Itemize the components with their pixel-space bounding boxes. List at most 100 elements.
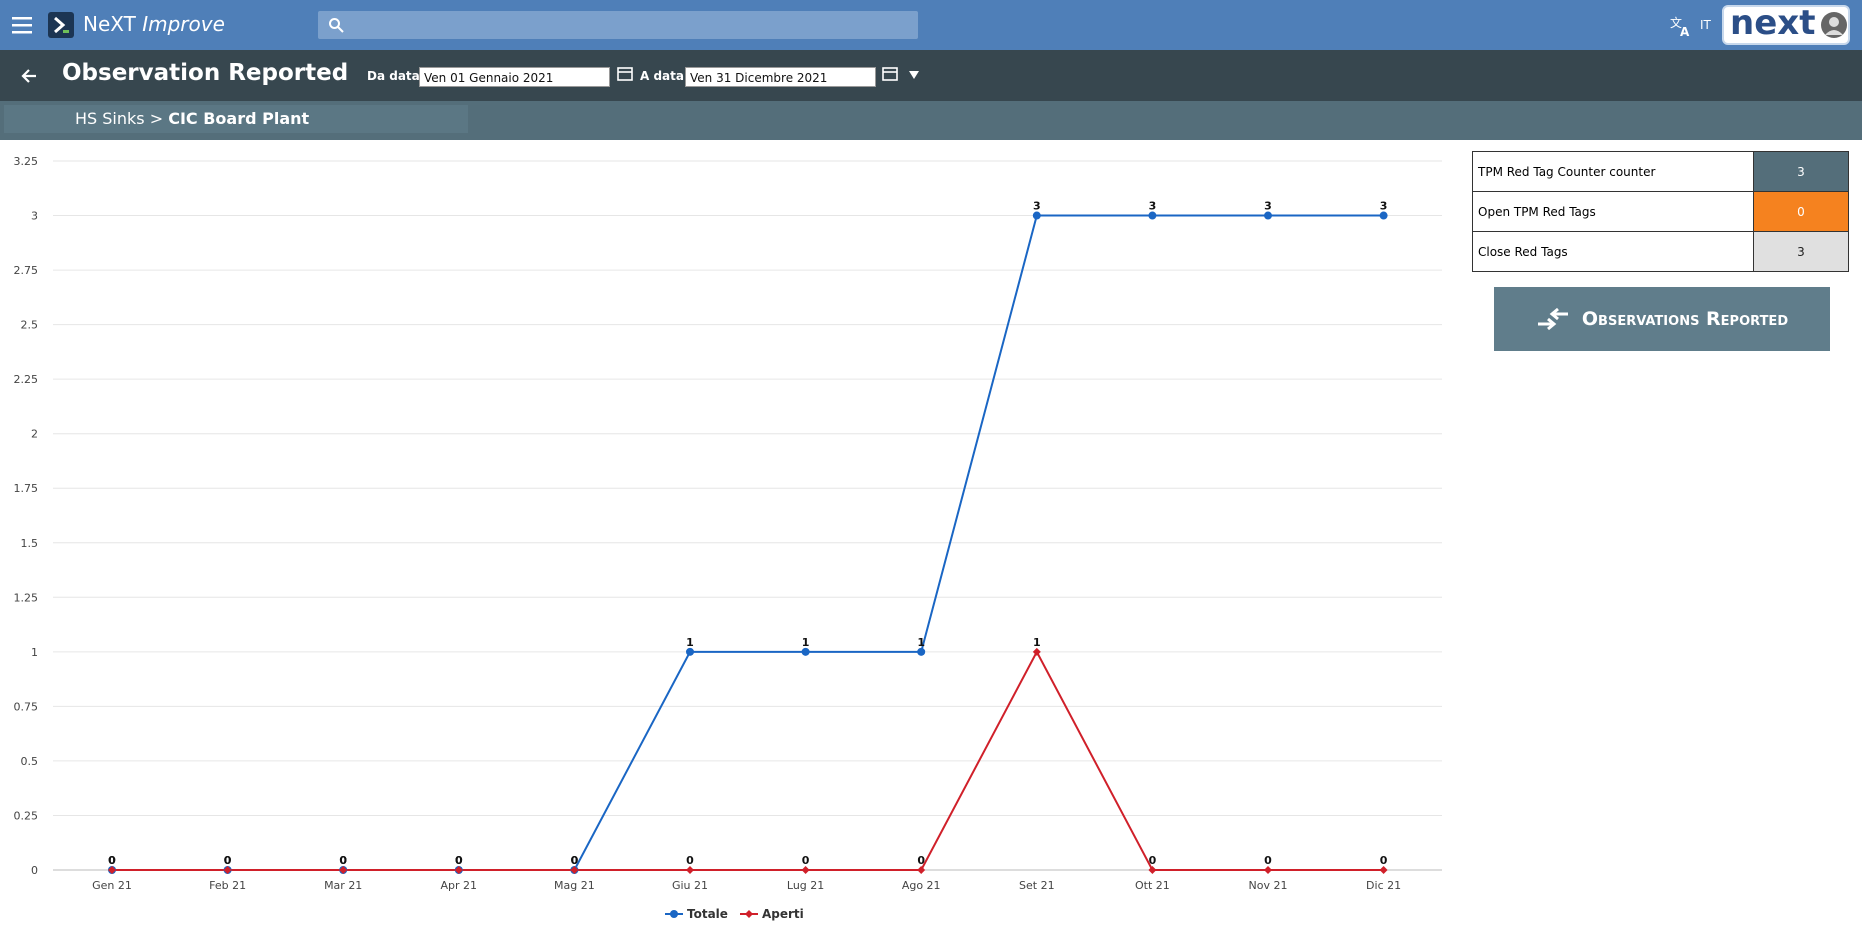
to-date[interactable]: Ven 31 Dicembre 2021 (685, 67, 876, 87)
y-tick-label: 0.5 (21, 755, 39, 768)
data-label: 3 (1033, 200, 1041, 213)
data-label: 0 (1264, 854, 1272, 867)
data-label: 1 (686, 636, 694, 649)
summary-table: TPM Red Tag Counter counter 3 Open TPM Red… (1472, 151, 1849, 272)
series-line (112, 649, 1384, 871)
y-tick-label: 2 (31, 428, 38, 441)
button-label: Observations Reported (1581, 308, 1789, 330)
svg-text:A: A (1680, 25, 1690, 37)
data-label: 0 (802, 854, 810, 867)
dropdown-icon[interactable] (908, 70, 920, 80)
data-label: 3 (1264, 200, 1272, 213)
point (223, 866, 232, 874)
data-label: 0 (224, 854, 232, 867)
y-tick-label: 0.25 (14, 809, 39, 822)
calendar-icon[interactable] (617, 65, 633, 81)
brand-name: NeXT (83, 12, 136, 36)
toolbar: Observation Reported Da data: Ven 01 Gen… (0, 50, 1862, 101)
summary-row: Close Red Tags 3 (1472, 231, 1849, 272)
y-tick-label: 3 (31, 210, 38, 223)
point (801, 866, 810, 874)
swap-icon (1537, 307, 1568, 331)
brand-icon (48, 12, 74, 38)
summary-value: 0 (1753, 191, 1849, 232)
breadcrumb-current: CIC Board Plant (168, 109, 310, 128)
point (339, 866, 348, 874)
data-label: 0 (455, 854, 463, 867)
breadcrumb: HS Sinks > CIC Board Plant (4, 105, 468, 133)
data-label: 3 (1149, 200, 1157, 213)
data-label: 0 (571, 854, 579, 867)
x-tick-label: Dic 21 (1366, 879, 1401, 892)
x-tick-label: Feb 21 (209, 879, 246, 892)
data-label: 0 (1149, 854, 1157, 867)
logo[interactable]: next (1722, 3, 1850, 45)
point (686, 647, 694, 656)
y-tick-label: 1 (31, 646, 38, 659)
avatar (1821, 12, 1847, 38)
point (1148, 866, 1157, 874)
x-tick-label: Lug 21 (787, 879, 824, 892)
data-label: 0 (108, 854, 116, 867)
y-tick-label: 1.25 (14, 591, 39, 604)
svg-text:文: 文 (1670, 15, 1682, 30)
summary-value: 3 (1753, 231, 1849, 272)
data-label: 0 (571, 854, 579, 867)
x-tick-label: Gen 21 (92, 879, 132, 892)
data-label: 0 (1380, 854, 1388, 867)
data-label: 0 (455, 854, 463, 867)
legend-marker (745, 910, 753, 918)
y-tick-label: 0.75 (14, 700, 39, 713)
x-tick-label: Nov 21 (1249, 879, 1288, 892)
y-tick-label: 3.25 (14, 155, 39, 168)
language[interactable]: IT (1700, 18, 1711, 32)
y-tick-label: 2.75 (14, 264, 39, 277)
y-tick-label: 0 (31, 864, 38, 877)
point (917, 866, 926, 874)
back-icon[interactable] (20, 67, 38, 85)
x-tick-label: Set 21 (1019, 879, 1055, 892)
point (1148, 211, 1157, 220)
breadcrumb-parent[interactable]: HS Sinks (75, 109, 145, 128)
summary-label: TPM Red Tag Counter counter (1472, 151, 1754, 192)
point (454, 866, 463, 874)
legend-marker (670, 910, 678, 918)
observations-button[interactable]: Observations Reported (1494, 287, 1830, 351)
point (1032, 211, 1041, 220)
y-tick-label: 1.75 (14, 482, 39, 495)
point (1032, 647, 1041, 656)
menu-icon[interactable] (12, 15, 34, 35)
x-tick-label: Giu 21 (672, 879, 708, 892)
point (801, 647, 810, 656)
chart: 0 0.25 0.5 0.75 1 1.25 1.5 1.75 2 2.25 2.5 2.75 3 3.2… (14, 155, 1442, 921)
x-tick-label: Ott 21 (1135, 879, 1170, 892)
summary-label: Open TPM Red Tags (1472, 191, 1754, 232)
summary-row: Open TPM Red Tags 0 (1472, 191, 1849, 232)
summary-value: 3 (1753, 151, 1849, 192)
search-icon (329, 18, 344, 33)
point (1264, 866, 1272, 874)
from-label: Da data: (367, 69, 425, 83)
logo-text: next (1730, 3, 1816, 43)
summary-row: TPM Red Tag Counter counter 3 (1472, 151, 1849, 192)
data-label: 0 (224, 854, 232, 867)
data-label: 0 (339, 854, 347, 867)
breadcrumb-separator: > (149, 109, 164, 128)
point (1379, 211, 1388, 220)
x-tick-label: Mag 21 (554, 879, 595, 892)
calendar-icon[interactable] (882, 65, 898, 81)
brand-sub: Improve (142, 12, 225, 36)
breadcrumb-bar: HS Sinks > CIC Board Plant (0, 101, 1862, 140)
legend-label: Aperti (762, 907, 804, 921)
breadcrumb-text: HS Sinks > CIC Board Plant (75, 109, 309, 128)
data-label: 1 (1033, 636, 1041, 649)
point (108, 866, 116, 874)
search-box[interactable] (318, 11, 918, 39)
from-date[interactable]: Ven 01 Gennaio 2021 (419, 67, 610, 87)
point (570, 866, 579, 874)
data-label: 0 (339, 854, 347, 867)
translate-icon[interactable]: 文A (1670, 15, 1692, 37)
point (686, 866, 694, 874)
